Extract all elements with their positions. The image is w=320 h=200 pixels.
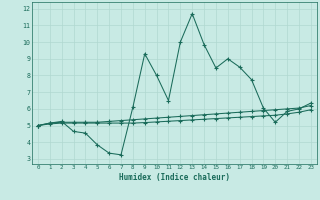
X-axis label: Humidex (Indice chaleur): Humidex (Indice chaleur)	[119, 173, 230, 182]
